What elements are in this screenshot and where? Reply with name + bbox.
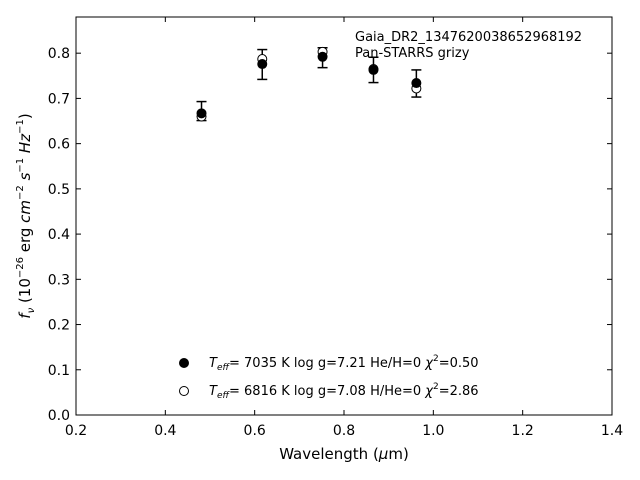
x-tick-label: 1.2 <box>512 423 534 439</box>
y-tick-label: 0.5 <box>48 182 70 198</box>
x-tick-label: 0.6 <box>244 423 266 439</box>
x-axis: 0.2 0.4 0.6 0.8 1.0 1.2 1.4 <box>65 17 623 439</box>
x-tick-label: 0.8 <box>333 423 355 439</box>
legend-marker-open <box>179 386 189 396</box>
x-axis-title: Wavelength (μm) <box>279 445 409 463</box>
x-tick-label: 0.2 <box>65 423 87 439</box>
y-tick-label: 0.3 <box>48 272 70 288</box>
x-tick-label: 0.4 <box>154 423 176 439</box>
filled-circle-point <box>411 78 422 89</box>
y-tick-label: 0.7 <box>48 91 70 107</box>
survey-annotation: Pan-STARRS grizy <box>355 46 470 61</box>
x-tick-label: 1.4 <box>601 423 623 439</box>
y-tick-label: 0.6 <box>48 137 70 153</box>
y-axis-title: fν (10−26 erg cm−2 s−1 Hz−1) <box>15 113 37 318</box>
filled-circle-point <box>317 51 328 62</box>
legend-label-db: Teff= 6816 K log g=7.08 H/He=0 χ2=2.86 <box>209 382 479 401</box>
filled-circle-point <box>196 108 207 119</box>
filled-circle-point <box>368 64 379 75</box>
filled-circle-point <box>257 59 268 70</box>
y-tick-label: 0.0 <box>48 408 70 424</box>
svg-text:fν (10−26 erg cm−2 s−1 Hz−1): fν (10−26 erg cm−2 s−1 Hz−1) <box>15 113 37 318</box>
y-axis: 0.0 0.1 0.2 0.3 0.4 0.5 0.6 0.7 0.8 <box>48 46 612 424</box>
y-tick-label: 0.8 <box>48 46 70 62</box>
y-tick-label: 0.2 <box>48 318 70 334</box>
x-tick-label: 1.0 <box>422 423 444 439</box>
data-points <box>196 46 422 122</box>
legend-label-da: Teff= 7035 K log g=7.21 He/H=0 χ2=0.50 <box>209 354 479 373</box>
y-tick-label: 0.4 <box>48 227 70 243</box>
y-tick-label: 0.1 <box>48 363 70 379</box>
legend-marker-filled <box>179 358 189 368</box>
object-name-annotation: Gaia_DR2_1347620038652968192 <box>355 30 582 45</box>
legend: Teff= 7035 K log g=7.21 He/H=0 χ2=0.50 T… <box>179 354 479 401</box>
